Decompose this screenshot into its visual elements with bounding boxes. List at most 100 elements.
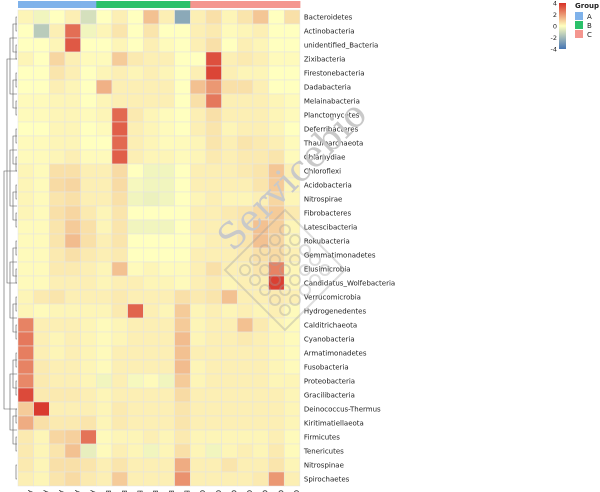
group-legend-title: Group <box>575 2 599 10</box>
heatmap-cell <box>64 23 81 39</box>
column-label: A1 <box>26 490 34 492</box>
heatmap-cell <box>174 93 191 109</box>
heatmap-cell <box>33 177 50 193</box>
heatmap-cell <box>33 247 50 263</box>
heatmap-cell <box>17 443 34 459</box>
heatmap-cell <box>96 79 113 95</box>
heatmap-cell <box>127 331 144 347</box>
row-label: Nitrospinae <box>304 462 344 470</box>
heatmap-cell <box>190 471 207 487</box>
heatmap-cell <box>158 107 175 123</box>
heatmap-cell <box>111 233 128 249</box>
heatmap-cell <box>174 401 191 417</box>
heatmap-cell <box>283 205 301 221</box>
heatmap-cell <box>49 23 66 39</box>
heatmap-cell <box>143 303 160 319</box>
heatmap-cell <box>205 149 222 165</box>
heatmap-cell <box>143 93 160 109</box>
heatmap-cell <box>174 219 191 235</box>
heatmap-cell <box>49 415 66 431</box>
heatmap-cell <box>236 247 254 263</box>
heatmap-cell <box>33 135 50 151</box>
heatmap-cell <box>127 135 144 151</box>
color-scale-tick: 0 <box>553 23 557 31</box>
heatmap-cell <box>221 345 238 361</box>
heatmap-cell <box>205 107 222 123</box>
heatmap-cell <box>17 23 34 39</box>
heatmap-cell <box>221 107 238 123</box>
heatmap-cell <box>174 135 191 151</box>
heatmap-cell <box>127 317 144 333</box>
row-dendrogram <box>3 16 17 480</box>
heatmap-cell <box>236 261 254 277</box>
heatmap-cell <box>205 205 222 221</box>
heatmap-cell <box>205 247 222 263</box>
heatmap-cell <box>17 429 34 445</box>
heatmap-cell <box>96 93 113 109</box>
heatmap-cell <box>96 303 113 319</box>
column-label: A4 <box>73 490 81 492</box>
heatmap-cell <box>80 387 97 403</box>
heatmap-cell <box>158 23 175 39</box>
heatmap-cell <box>64 331 81 347</box>
column-label: A5 <box>88 490 96 492</box>
row-label: Candidatus_Wolfebacteria <box>304 280 395 288</box>
heatmap-cell <box>17 345 34 361</box>
heatmap-cell <box>49 457 66 473</box>
group-legend-swatch <box>575 30 583 38</box>
heatmap-cell <box>268 51 285 67</box>
heatmap-cell <box>17 93 34 109</box>
heatmap-cell <box>33 415 50 431</box>
heatmap-cell <box>252 429 269 445</box>
heatmap-cell <box>33 107 50 123</box>
heatmap-cell <box>268 415 285 431</box>
heatmap-cell <box>111 345 128 361</box>
heatmap-cell <box>205 37 222 53</box>
heatmap-cell <box>17 177 34 193</box>
heatmap-cell <box>64 303 81 319</box>
heatmap-cell <box>96 247 113 263</box>
heatmap-cell <box>17 51 34 67</box>
heatmap-cell <box>143 121 160 137</box>
heatmap-cell <box>221 443 238 459</box>
row-label: Zixibacteria <box>304 56 346 64</box>
group-bar-cell <box>174 1 191 8</box>
heatmap-cell <box>80 51 97 67</box>
heatmap-cell <box>252 219 269 235</box>
heatmap-cell <box>174 37 191 53</box>
heatmap-cell <box>252 51 269 67</box>
heatmap-cell <box>236 331 254 347</box>
heatmap-cell <box>33 457 50 473</box>
heatmap-cell <box>252 107 269 123</box>
heatmap-cell <box>205 9 222 25</box>
heatmap-cell <box>174 457 191 473</box>
heatmap-cell <box>143 261 160 277</box>
row-label: Planctomycetes <box>304 112 360 120</box>
heatmap-cell <box>236 51 254 67</box>
heatmap-cell <box>64 457 81 473</box>
heatmap-cell <box>80 107 97 123</box>
column-group-bar <box>18 1 301 8</box>
heatmap-cell <box>190 149 207 165</box>
column-label: C7 <box>292 490 300 492</box>
heatmap-cell <box>33 443 50 459</box>
heatmap-cell <box>49 219 66 235</box>
heatmap-cell <box>190 219 207 235</box>
heatmap-cell <box>205 345 222 361</box>
heatmap-cell <box>252 387 269 403</box>
group-bar-cell <box>80 1 97 8</box>
heatmap-cell <box>96 289 113 305</box>
heatmap-cell <box>174 429 191 445</box>
heatmap-cell <box>190 457 207 473</box>
heatmap-cell <box>143 359 160 375</box>
heatmap-cell <box>283 149 301 165</box>
heatmap-cell <box>158 79 175 95</box>
heatmap-cell <box>143 177 160 193</box>
heatmap-cell <box>17 163 34 179</box>
group-bar-cell <box>143 1 160 8</box>
heatmap-cell <box>17 65 34 81</box>
column-label: C4 <box>245 490 253 492</box>
heatmap-cell <box>33 373 50 389</box>
heatmap-cell <box>205 135 222 151</box>
heatmap-cell <box>221 163 238 179</box>
